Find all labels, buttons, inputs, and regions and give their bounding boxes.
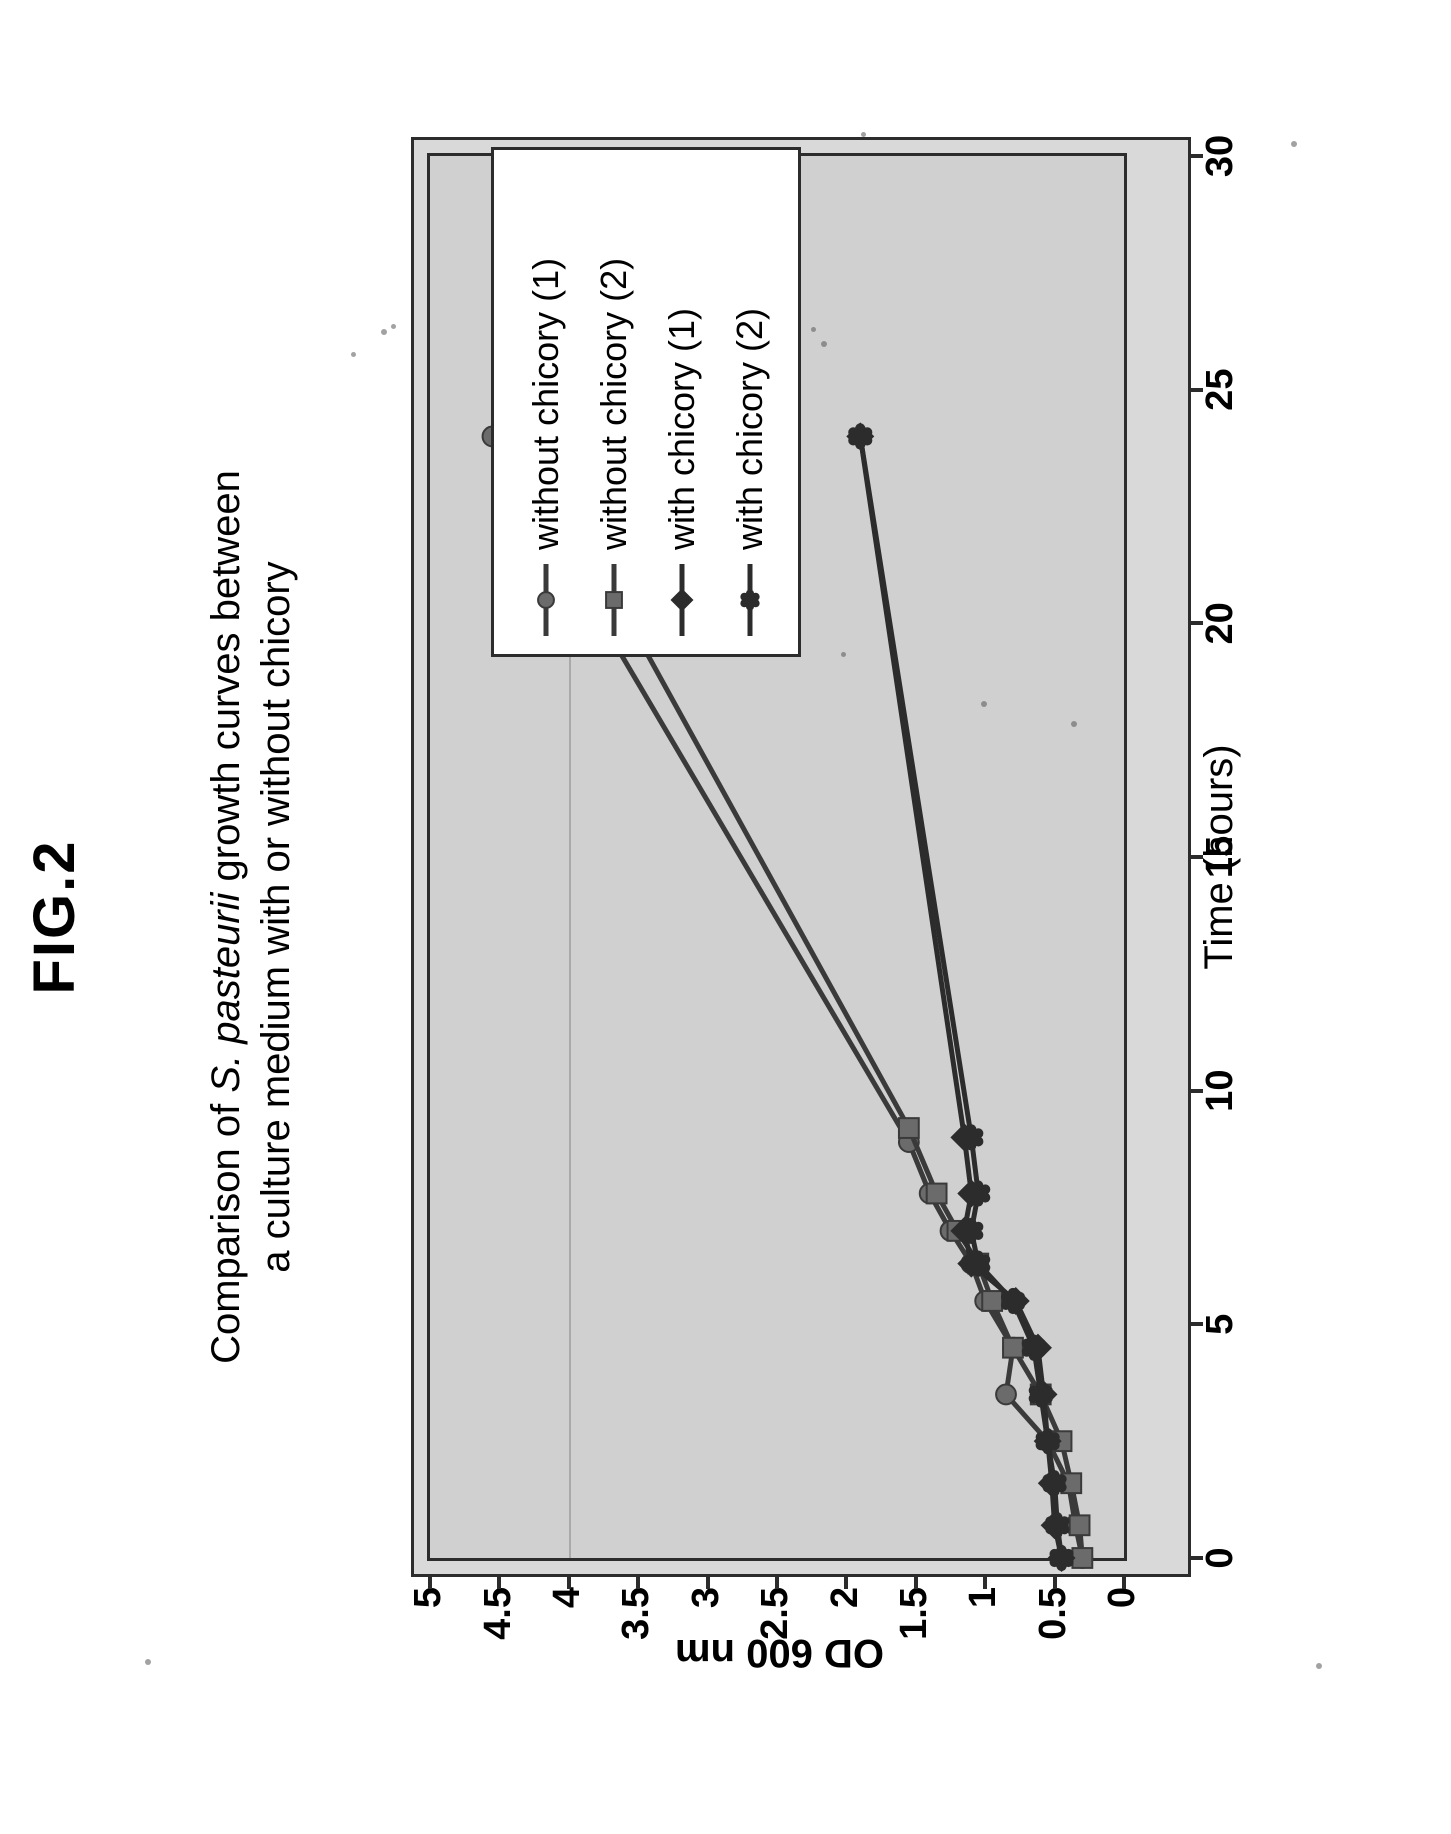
scan-noise (811, 327, 816, 332)
legend-row: without chicory (1) (512, 168, 580, 636)
page: FIG.2 Comparison of S. pasteurii growth … (0, 0, 1451, 1834)
figure-label: FIG.2 (21, 107, 88, 1727)
legend-swatch (580, 564, 648, 636)
series-marker (1069, 1515, 1089, 1535)
series-marker (848, 423, 872, 449)
figure: FIG.2 Comparison of S. pasteurii growth … (111, 107, 1341, 1727)
scan-noise (351, 352, 356, 357)
scan-noise (821, 341, 827, 347)
scan-noise (981, 701, 987, 707)
legend-swatch (512, 564, 580, 636)
legend-swatch (716, 564, 784, 636)
series-marker (1049, 1545, 1073, 1571)
series-marker (1045, 1512, 1069, 1538)
scan-noise (1316, 1663, 1322, 1669)
scan-noise (391, 324, 396, 329)
legend-swatch (648, 564, 716, 636)
legend: without chicory (1) without chicory (2) wi… (491, 147, 801, 657)
scan-noise (381, 329, 387, 335)
scan-noise (861, 132, 866, 137)
legend-row: with chicory (2) (716, 168, 784, 636)
figure-wrap: FIG.2 Comparison of S. pasteurii growth … (111, 107, 1341, 1727)
legend-label: with chicory (1) (661, 308, 703, 550)
legend-label: without chicory (1) (525, 258, 567, 550)
series-marker (996, 1385, 1016, 1405)
series-marker (898, 1118, 918, 1138)
scan-noise (1071, 721, 1077, 727)
series-marker (1003, 1338, 1023, 1358)
scan-noise (1291, 141, 1297, 147)
scan-noise (841, 652, 846, 657)
legend-label: with chicory (2) (729, 308, 771, 550)
legend-row: with chicory (1) (648, 168, 716, 636)
series-marker (926, 1184, 946, 1204)
legend-row: without chicory (2) (580, 168, 648, 636)
legend-label: without chicory (2) (593, 258, 635, 550)
scan-noise (145, 1659, 151, 1665)
series-marker (982, 1291, 1002, 1311)
